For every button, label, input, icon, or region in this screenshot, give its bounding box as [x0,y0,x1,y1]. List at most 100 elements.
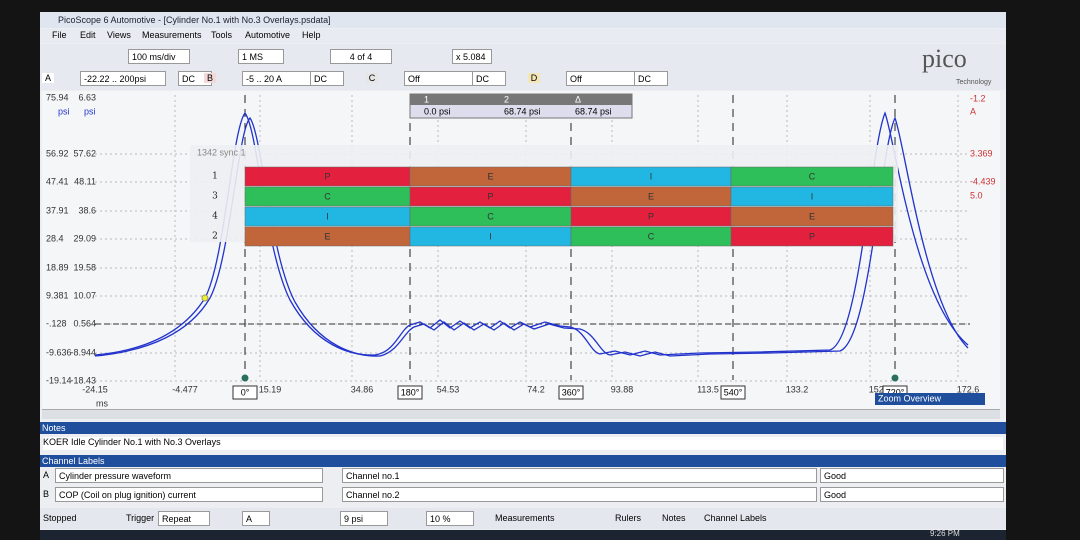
channel-letter: B [204,73,216,83]
cylinder-number: 2 [212,232,218,242]
x-tick-label: 15.19 [259,384,282,394]
trigger-mode[interactable]: Repeat [158,511,210,526]
ruler-marker [201,294,209,302]
degree-marker: 180° [401,387,420,397]
stroke-label: E [809,211,815,221]
zoom-overview-bar [875,393,985,405]
y2-tick-label: -1.2 [970,93,986,103]
y-unit: psi [58,106,70,116]
y-unit: psi [84,106,96,116]
menu-item[interactable]: Automotive [245,30,291,40]
y2-tick-label: A [970,106,976,116]
y-tick-label-a: 9.381 [46,290,69,300]
run-state: Stopped [43,513,77,523]
menu-item[interactable]: Measurements [142,30,202,40]
toggle-item[interactable]: Rulers [615,513,642,523]
channel-status[interactable]: Good [820,487,1004,502]
stroke-label: C [648,231,655,241]
stroke-label: I [650,171,653,181]
cylinder-number: 4 [212,212,218,222]
x-unit: ms [96,398,108,408]
channel-status[interactable]: Good [820,468,1004,483]
stroke-label: P [487,191,493,201]
menu-item[interactable]: Views [107,30,131,40]
zoom-overview[interactable]: Zoom Overview [878,393,942,403]
pre-trigger[interactable]: 10 % [426,511,474,526]
channel-name[interactable]: Channel no.2 [342,487,817,502]
stroke-cell [730,186,894,207]
y-tick-label-b: 38.6 [78,205,96,215]
channel-range[interactable]: -22.22 .. 200psi [80,71,166,86]
buffer[interactable]: 4 of 4 [330,49,392,64]
toggle-item[interactable]: Measurements [495,513,555,523]
x-tick-label: 93.88 [611,384,634,394]
y-tick-label-a: 75.94 [46,92,69,102]
channel-coupling[interactable]: DC [472,71,506,86]
ruler-header: 1 [424,94,429,104]
channel-coupling[interactable]: DC [634,71,668,86]
zoom[interactable]: x 5.084 [452,49,492,64]
ruler-value: 68.74 psi [575,106,612,116]
channel-label[interactable]: Cylinder pressure waveform [55,468,323,483]
degree-box [720,385,746,400]
timebase[interactable]: 100 ms/div [128,49,190,64]
channel-name[interactable]: Channel no.1 [342,468,817,483]
y-tick-label-b: -18.43 [70,375,96,385]
y-tick-label-a: 28.4 [46,233,64,243]
y-tick-label-b: 57.62 [73,148,96,158]
y-tick-label-b: 29.09 [73,233,96,243]
y-tick-label-a: -9.636 [46,347,72,357]
channel-letter: C [366,73,378,83]
menu-item[interactable]: File [52,30,67,40]
stroke-label: E [487,171,493,181]
degree-box [232,385,258,400]
trigger-channel[interactable]: A [242,511,270,526]
taskbar [40,530,1006,540]
channel-coupling[interactable]: DC [310,71,344,86]
channel-label[interactable]: COP (Coil on plug ignition) current [55,487,323,502]
clock: 9:26 PM [930,529,960,538]
x-tick-label: 113.5 [697,384,719,394]
degree-marker: 0° [241,387,250,397]
stroke-label: I [489,231,492,241]
channel-bar: A -22.22 .. 200psi DC B -5 .. 20 A DC C Off DC D O… [40,70,910,88]
threshold[interactable]: 9 psi [340,511,388,526]
ruler-header: 2 [504,94,509,104]
channel-letter: A [43,470,50,480]
x-tick-label: -24.15 [82,384,108,394]
channel-letter: D [528,73,540,83]
degree-box [397,385,423,400]
menu-item[interactable]: Tools [211,30,233,40]
y-tick-label-a: 56.92 [46,148,69,158]
y-tick-label-a: 18.89 [46,262,69,272]
stroke-cell [730,206,894,227]
stroke-label: P [648,211,654,221]
status-bar: Stopped Trigger Repeat A 9 psi 10 % Measuremen… [40,508,1006,529]
cylinder-number: 1 [212,172,218,182]
stroke-cell [730,226,894,247]
stroke-label: C [324,191,331,201]
logo-sub: Technology [956,79,992,86]
menu-item[interactable]: Help [302,30,321,40]
y-tick-label-b: 48.11 [74,176,96,186]
trigger-label: Trigger [126,513,155,523]
scrollbar[interactable] [42,409,1000,419]
cylinder-number: 3 [212,192,218,202]
channel-range[interactable]: Off [566,71,652,86]
channel-labels-header: Channel Labels [40,455,1006,467]
toggle-item[interactable]: Notes [662,513,686,523]
samples[interactable]: 1 MS [238,49,284,64]
stroke-label: P [809,231,815,241]
y2-tick-label: -4.439 [970,176,996,186]
stroke-label: P [324,171,330,181]
x-tick-label: 74.2 [527,384,545,394]
stroke-label: C [809,171,816,181]
stroke-label: I [811,191,814,201]
x-tick-label: 34.86 [351,384,374,394]
x-tick-label: 54.53 [437,384,460,394]
channel-range[interactable]: -5 .. 20 A [242,71,328,86]
toggle-item[interactable]: Channel Labels [704,513,767,523]
stroke-label: E [648,191,654,201]
y-tick-label-b: 0.564 [73,318,96,328]
menu-item[interactable]: Edit [80,30,96,40]
